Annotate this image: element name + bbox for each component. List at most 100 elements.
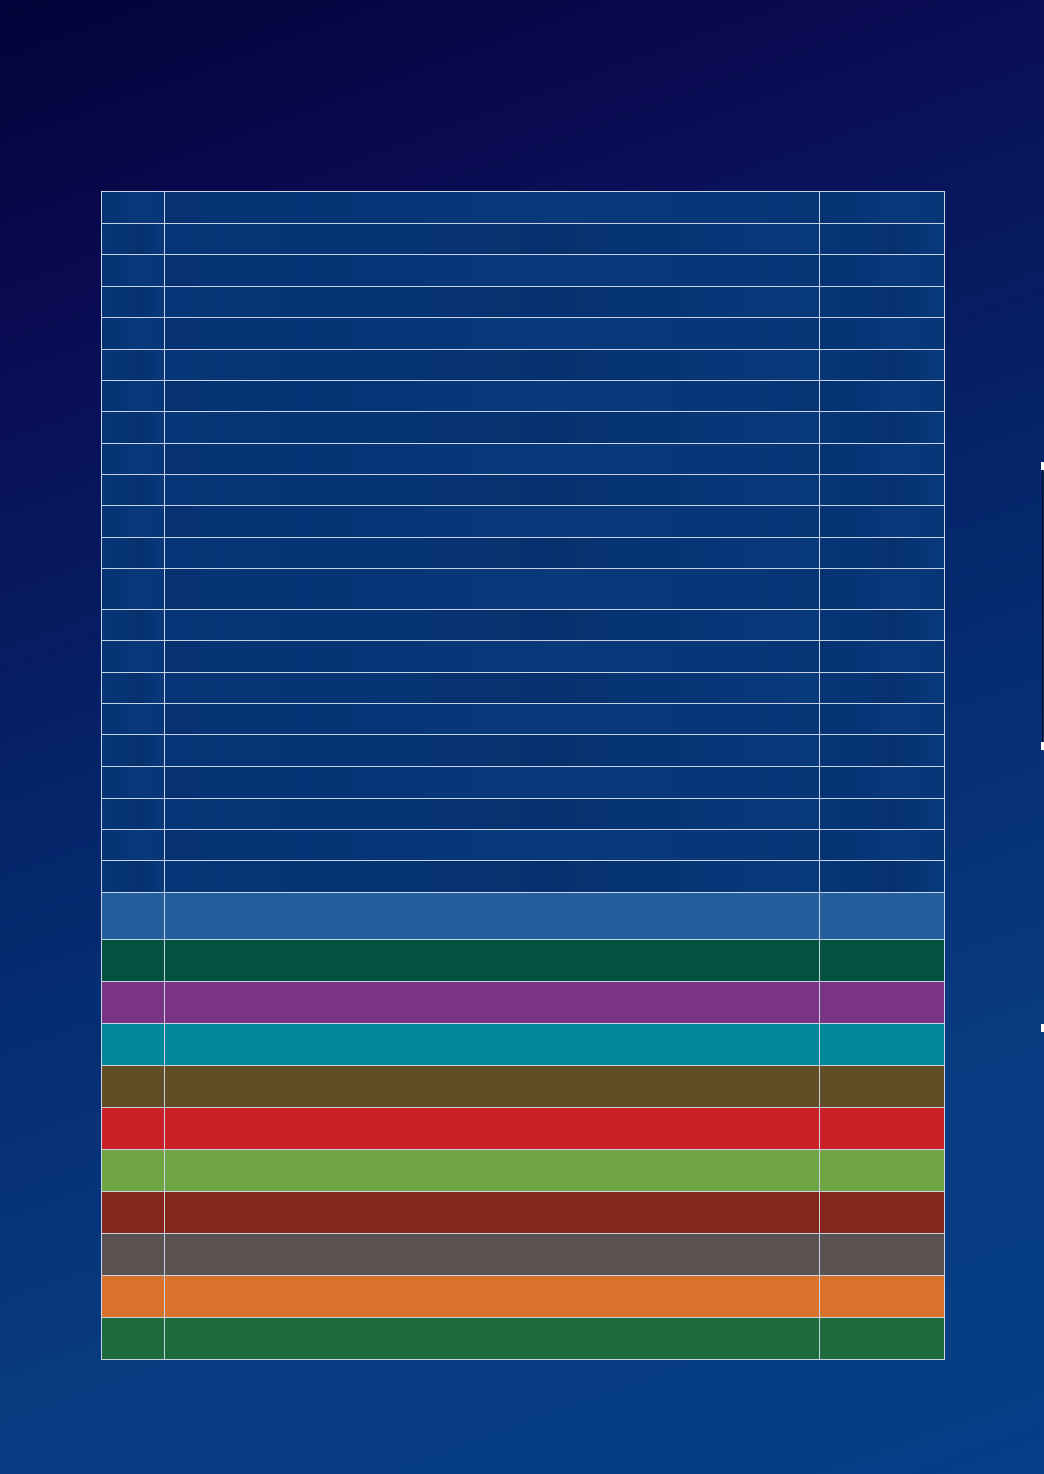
table-cell (819, 981, 945, 1024)
table-cell (164, 505, 820, 538)
table-cell (101, 860, 165, 893)
table-cell (101, 443, 165, 475)
table-cell (101, 981, 165, 1024)
table-cell (819, 286, 945, 318)
table-cell (819, 703, 945, 735)
table-cell (164, 223, 820, 255)
table-cell (164, 798, 820, 830)
table-cell (164, 191, 820, 224)
table-cell (164, 1149, 820, 1192)
table-cell (101, 537, 165, 569)
table-cell (819, 609, 945, 641)
table-cell (164, 568, 820, 610)
table-cell (101, 474, 165, 506)
table-row (101, 537, 945, 569)
table-cell (819, 672, 945, 704)
table-row (101, 1107, 945, 1150)
table-cell (101, 1107, 165, 1150)
edge-tick-top (1041, 462, 1044, 470)
table-cell (164, 443, 820, 475)
table-cell (819, 537, 945, 569)
table-cell (101, 640, 165, 673)
table-cell (819, 1317, 945, 1360)
table-cell (164, 349, 820, 381)
table-row (101, 1317, 945, 1360)
table-row (101, 223, 945, 255)
table-row (101, 981, 945, 1024)
table-cell (164, 734, 820, 767)
table-cell (101, 191, 165, 224)
table-cell (819, 1275, 945, 1318)
table-cell (101, 1275, 165, 1318)
table-cell (819, 568, 945, 610)
table-row (101, 766, 945, 799)
table-cell (101, 1233, 165, 1276)
table-row (101, 505, 945, 538)
table-cell (819, 734, 945, 767)
table-cell (101, 568, 165, 610)
table-cell (101, 1065, 165, 1108)
table-cell (164, 1191, 820, 1234)
table-body (101, 191, 945, 1360)
table-cell (101, 223, 165, 255)
table-row (101, 640, 945, 673)
edge-tick-middle (1041, 742, 1044, 750)
table-cell (819, 317, 945, 350)
table-cell (164, 411, 820, 444)
table-cell (164, 1107, 820, 1150)
table-cell (101, 317, 165, 350)
table-cell (164, 254, 820, 287)
table-cell (819, 1023, 945, 1066)
table-cell (101, 1149, 165, 1192)
table-cell (164, 1233, 820, 1276)
table-cell (819, 349, 945, 381)
table-row (101, 380, 945, 412)
table-cell (101, 1023, 165, 1066)
table-cell (164, 317, 820, 350)
table-cell (101, 734, 165, 767)
table-cell (101, 1317, 165, 1360)
table-cell (101, 411, 165, 444)
table-cell (164, 609, 820, 641)
table-cell (819, 380, 945, 412)
table-cell (164, 380, 820, 412)
table-cell (164, 1023, 820, 1066)
color-row-table (101, 191, 945, 1360)
table-cell (164, 640, 820, 673)
table-row (101, 411, 945, 444)
table-row (101, 349, 945, 381)
table-row (101, 568, 945, 610)
table-cell (164, 537, 820, 569)
table-cell (164, 766, 820, 799)
table-row (101, 317, 945, 350)
table-cell (819, 939, 945, 982)
table-cell (164, 672, 820, 704)
table-cell (164, 829, 820, 861)
table-cell (164, 860, 820, 893)
table-cell (101, 829, 165, 861)
table-row (101, 609, 945, 641)
table-row (101, 829, 945, 861)
table-cell (819, 443, 945, 475)
table-cell (819, 474, 945, 506)
table-cell (819, 1065, 945, 1108)
table-cell (101, 505, 165, 538)
table-row (101, 254, 945, 287)
table-cell (164, 1275, 820, 1318)
table-cell (164, 939, 820, 982)
edge-tick-bottom (1041, 1024, 1044, 1032)
table-cell (164, 286, 820, 318)
table-cell (819, 892, 945, 940)
table-row (101, 939, 945, 982)
table-row (101, 798, 945, 830)
table-cell (101, 798, 165, 830)
edge-rule (1042, 470, 1043, 742)
table-cell (819, 1233, 945, 1276)
table-cell (819, 411, 945, 444)
table-row (101, 443, 945, 475)
table-cell (164, 703, 820, 735)
table-cell (101, 1191, 165, 1234)
table-row (101, 703, 945, 735)
table-row (101, 1191, 945, 1234)
table-cell (819, 1191, 945, 1234)
